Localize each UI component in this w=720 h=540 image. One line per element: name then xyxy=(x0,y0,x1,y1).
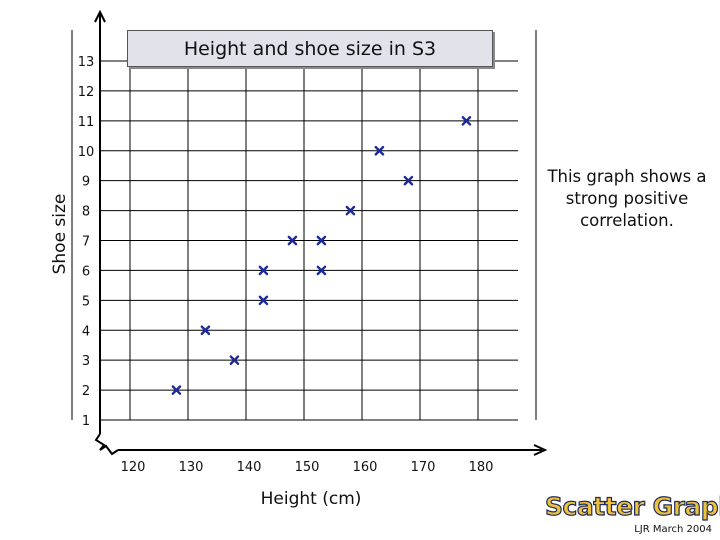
credit-text: LJR March 2004 xyxy=(634,524,712,535)
brand-logo-text: Scatter Graphs xyxy=(544,491,720,521)
y-tick-label: 3 xyxy=(82,354,90,369)
y-axis-label: Shoe size xyxy=(50,193,70,275)
x-tick-label: 120 xyxy=(121,460,146,475)
y-tick-label: 5 xyxy=(82,294,90,309)
y-tick-label: 12 xyxy=(78,85,95,100)
data-point xyxy=(403,175,414,186)
chart-title: Height and shoe size in S3 xyxy=(127,30,493,67)
y-tick-label: 10 xyxy=(78,145,95,160)
y-tick-label: 11 xyxy=(78,115,95,130)
data-point xyxy=(316,265,327,276)
x-tick-label: 180 xyxy=(469,460,494,475)
data-point xyxy=(345,205,356,216)
data-point xyxy=(258,295,269,306)
y-tick-label: 1 xyxy=(82,414,90,429)
y-tick-label: 4 xyxy=(82,324,90,339)
x-tick-label: 140 xyxy=(237,460,262,475)
data-point xyxy=(229,355,240,365)
y-tick-label: 8 xyxy=(82,205,90,220)
y-tick-label: 7 xyxy=(82,235,90,250)
x-tick-label: 170 xyxy=(411,460,436,475)
data-point xyxy=(171,385,182,395)
y-axis-arrow xyxy=(94,9,106,23)
data-point xyxy=(258,265,269,276)
data-point xyxy=(461,116,472,126)
y-tick-label: 9 xyxy=(82,175,90,190)
x-axis-arrow xyxy=(533,444,548,456)
y-tick-label: 2 xyxy=(82,384,90,399)
x-tick-label: 160 xyxy=(353,460,378,475)
x-tick-label: 130 xyxy=(179,460,204,475)
x-axis-break xyxy=(99,444,119,456)
data-point xyxy=(287,235,298,246)
data-point xyxy=(316,235,327,246)
data-point xyxy=(200,325,211,336)
x-axis-label: Height (cm) xyxy=(260,489,362,509)
chart-annotation: This graph shows a strong positive corre… xyxy=(547,167,707,230)
y-tick-label: 6 xyxy=(82,264,90,279)
x-tick-label: 150 xyxy=(295,460,320,475)
y-tick-label: 13 xyxy=(78,55,95,70)
data-point xyxy=(374,145,385,156)
